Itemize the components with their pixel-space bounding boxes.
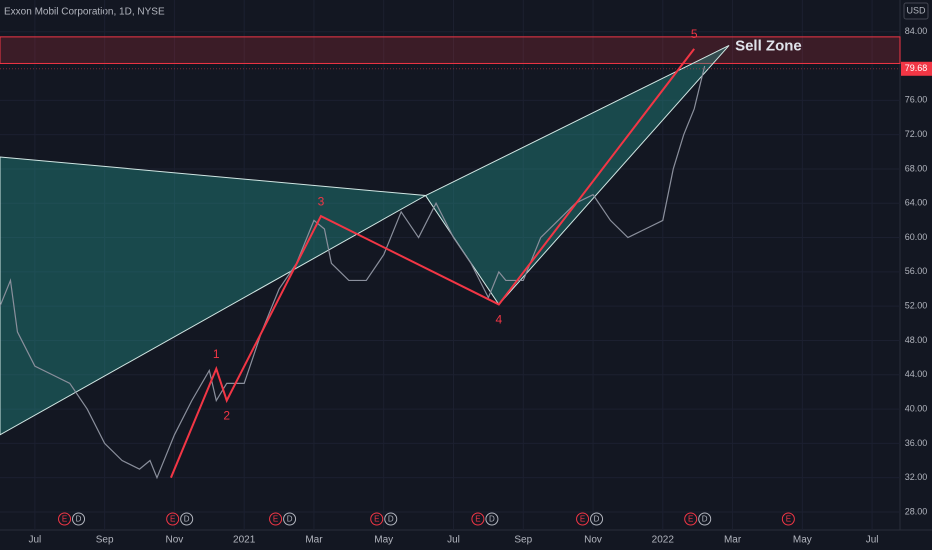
event-label: E — [580, 515, 585, 524]
x-tick-label: Jul — [866, 535, 879, 546]
event-label: E — [170, 515, 175, 524]
last-price-box — [901, 61, 932, 76]
event-label: E — [273, 515, 278, 524]
y-tick-label: 64.00 — [905, 198, 928, 208]
chart-title: Exxon Mobil Corporation, 1D, NYSE — [4, 7, 165, 18]
event-label: D — [702, 515, 708, 524]
event-label: D — [76, 515, 82, 524]
sell-zone — [0, 36, 901, 64]
event-icon — [72, 512, 86, 526]
event-icon — [471, 512, 485, 526]
pattern-label: 4 — [495, 313, 502, 327]
pattern-label: 5 — [691, 27, 698, 41]
event-icon — [58, 512, 72, 526]
event-icon — [269, 512, 283, 526]
event-label: D — [594, 515, 600, 524]
event-icon — [684, 512, 698, 526]
event-label: D — [184, 515, 190, 524]
y-tick-label: 52.00 — [905, 301, 928, 311]
x-tick-label: Nov — [584, 535, 602, 546]
x-tick-label: 2022 — [652, 535, 675, 546]
event-label: E — [62, 515, 67, 524]
x-tick-label: May — [793, 535, 812, 546]
x-tick-label: Nov — [166, 535, 184, 546]
event-icon — [698, 512, 712, 526]
x-tick-label: 2021 — [233, 535, 256, 546]
x-tick-label: May — [374, 535, 393, 546]
event-icon — [180, 512, 194, 526]
pattern-label: 2 — [223, 409, 230, 423]
x-tick-label: Jul — [28, 535, 41, 546]
currency-box — [903, 2, 929, 20]
y-tick-label: 60.00 — [905, 232, 928, 242]
event-label: E — [688, 515, 693, 524]
event-icon — [370, 512, 384, 526]
event-icon — [283, 512, 297, 526]
y-tick-label: 44.00 — [905, 369, 928, 379]
y-tick-label: 56.00 — [905, 266, 928, 276]
y-tick-label: 84.00 — [905, 26, 928, 36]
price-line — [0, 65, 706, 480]
sell-zone-label: Sell Zone — [735, 37, 802, 54]
y-tick-label: 68.00 — [905, 163, 928, 173]
y-tick-label: 32.00 — [905, 472, 928, 482]
event-icon — [485, 512, 499, 526]
pattern-shape — [0, 156, 428, 436]
event-label: E — [475, 515, 480, 524]
pattern-line — [170, 48, 695, 479]
pattern-label: 3 — [318, 194, 325, 208]
y-tick-label: 72.00 — [905, 129, 928, 139]
event-icon — [576, 512, 590, 526]
event-label: D — [489, 515, 495, 524]
x-tick-label: Mar — [305, 535, 323, 546]
event-icon — [166, 512, 180, 526]
event-label: E — [786, 515, 791, 524]
x-tick-label: Sep — [514, 535, 532, 546]
event-label: E — [374, 515, 379, 524]
x-tick-label: Jul — [447, 535, 460, 546]
event-icon — [781, 512, 795, 526]
pattern-label: 1 — [213, 347, 220, 361]
event-icon — [384, 512, 398, 526]
y-tick-label: 36.00 — [905, 438, 928, 448]
event-label: D — [388, 515, 394, 524]
event-icon — [590, 512, 604, 526]
x-tick-label: Sep — [96, 535, 114, 546]
last-price-label: 79.68 — [905, 63, 928, 73]
y-tick-label: 76.00 — [905, 95, 928, 105]
y-tick-label: 48.00 — [905, 335, 928, 345]
currency: USD — [906, 5, 926, 15]
x-tick-label: Mar — [724, 535, 742, 546]
event-label: D — [287, 515, 293, 524]
y-tick-label: 28.00 — [905, 506, 928, 516]
y-tick-label: 40.00 — [905, 403, 928, 413]
